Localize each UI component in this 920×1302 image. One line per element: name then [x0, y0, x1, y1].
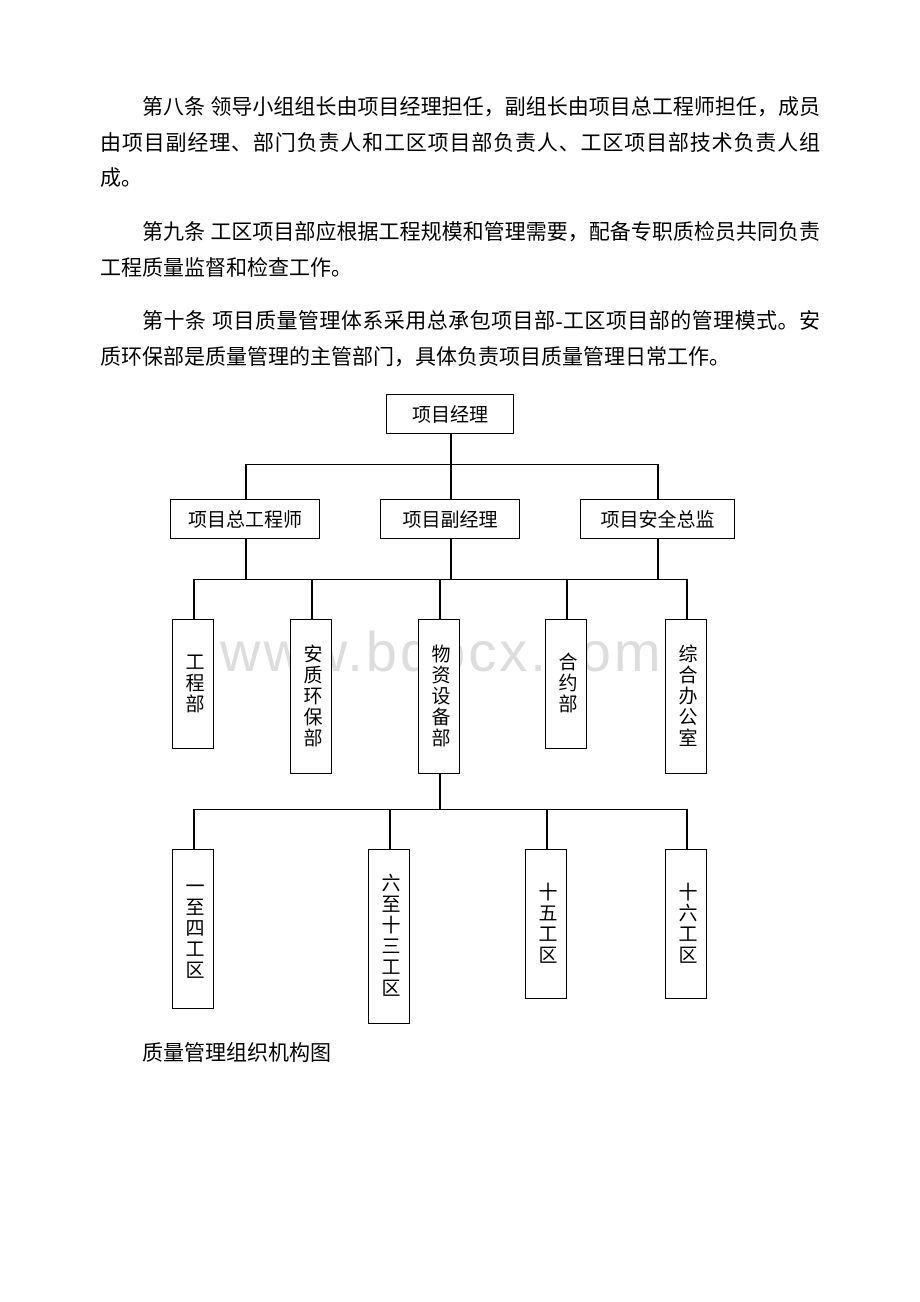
- chart-connector: [193, 579, 195, 619]
- chart-node-w1: 一至四工区: [172, 849, 214, 1009]
- paragraph-article-10: 第十条 项目质量管理体系采用总承包项目部-工区项目部的管理模式。安质环保部是质量…: [100, 304, 820, 375]
- chart-caption: 质量管理组织机构图: [100, 1036, 820, 1072]
- chart-node-d2: 安质环保部: [290, 619, 332, 774]
- chart-connector: [686, 579, 688, 619]
- chart-node-d1: 工程部: [172, 619, 214, 749]
- chart-connector: [657, 464, 659, 499]
- chart-node-d3: 物资设备部: [418, 619, 460, 774]
- chart-connector: [657, 539, 659, 579]
- chart-node-l2b: 项目副经理: [380, 499, 520, 539]
- chart-node-w2: 六至十三工区: [368, 849, 410, 1024]
- chart-connector: [245, 539, 247, 579]
- chart-connector: [566, 579, 568, 619]
- chart-connector: [389, 809, 391, 849]
- chart-connector: [546, 809, 548, 849]
- chart-connector: [450, 539, 452, 579]
- chart-node-d5: 综合办公室: [665, 619, 707, 774]
- chart-node-top: 项目经理: [386, 394, 514, 434]
- chart-node-w3: 十五工区: [525, 849, 567, 999]
- chart-connector: [450, 434, 452, 464]
- paragraph-article-9: 第九条 工区项目部应根据工程规模和管理需要，配备专职质检员共同负责工程质量监督和…: [100, 215, 820, 286]
- chart-connector: [439, 579, 441, 619]
- chart-connector: [193, 809, 195, 849]
- org-chart: www.bdocx.com 项目经理项目总工程师项目副经理项目安全总监工程部安质…: [100, 394, 820, 1024]
- chart-connector: [439, 774, 441, 809]
- chart-connector: [245, 464, 658, 466]
- chart-connector: [450, 464, 452, 499]
- chart-node-d4: 合约部: [545, 619, 587, 749]
- paragraph-article-8: 第八条 领导小组组长由项目经理担任，副组长由项目总工程师担任，成员由项目副经理、…: [100, 90, 820, 197]
- chart-node-w4: 十六工区: [665, 849, 707, 999]
- chart-connector: [245, 464, 247, 499]
- chart-connector: [193, 809, 687, 811]
- chart-node-l2a: 项目总工程师: [170, 499, 320, 539]
- chart-connector: [311, 579, 313, 619]
- chart-connector: [686, 809, 688, 849]
- chart-node-l2c: 项目安全总监: [580, 499, 735, 539]
